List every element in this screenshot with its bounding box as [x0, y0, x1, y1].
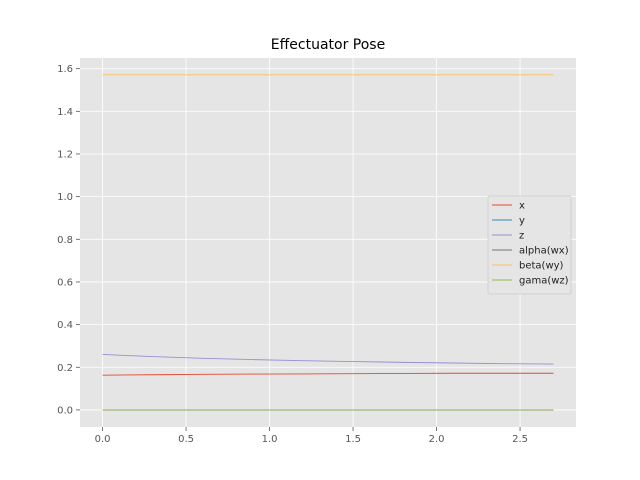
axis-ticks: 0.0 0.5 1.0 1.5 2.0 2.5 0.0 0.2 0.4 0.6 0.8 1.0 1.2 1…	[57, 64, 528, 445]
x-tick-label: 2.5	[512, 434, 528, 445]
legend-label: x	[519, 201, 525, 212]
legend: xyz alpha(wx) beta(wy) gama(wz)	[487, 195, 572, 295]
x-tick-label: 0.0	[95, 434, 111, 445]
legend-label: gama(wz)	[519, 276, 569, 287]
y-tick-label: 1.6	[57, 64, 73, 75]
y-tick-label: 0.8	[57, 235, 73, 246]
y-tick-label: 0.4	[57, 320, 73, 331]
series-lines	[102, 74, 554, 411]
legend-label: alpha(wx)	[519, 246, 569, 257]
x-tick-label: 0.5	[178, 434, 194, 445]
y-tick-label: 0.6	[57, 277, 73, 288]
x-tick-label: 2.0	[429, 434, 445, 445]
x-tick-label: 1.5	[345, 434, 361, 445]
y-tick-label: 0.2	[57, 363, 73, 374]
legend-label: beta(wy)	[519, 261, 564, 272]
y-tick-label: 1.0	[57, 192, 73, 203]
y-tick-label: 1.2	[57, 149, 73, 160]
y-tick-label: 1.4	[57, 107, 73, 118]
series-line-z	[102, 354, 554, 365]
legend-label: y	[519, 216, 525, 227]
y-tick-label: 0.0	[57, 405, 73, 416]
series-line-x	[102, 372, 554, 376]
chart-title: Effectuator Pose	[271, 37, 385, 53]
x-tick-label: 1.0	[262, 434, 278, 445]
legend-label: z	[519, 231, 524, 242]
